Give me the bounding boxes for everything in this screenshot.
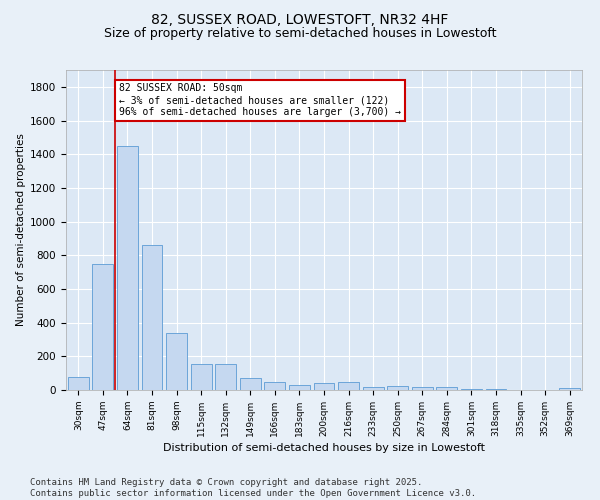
Bar [289, 385, 310, 390]
Bar [461, 389, 482, 390]
Text: 82, SUSSEX ROAD, LOWESTOFT, NR32 4HF: 82, SUSSEX ROAD, LOWESTOFT, NR32 4HF [151, 12, 449, 26]
Bar [362, 386, 383, 390]
Text: Size of property relative to semi-detached houses in Lowestoft: Size of property relative to semi-detach… [104, 28, 496, 40]
X-axis label: Distribution of semi-detached houses by size in Lowestoft: Distribution of semi-detached houses by … [163, 443, 485, 453]
Bar [314, 384, 334, 390]
Bar [68, 378, 89, 390]
Bar [215, 364, 236, 390]
Bar [436, 388, 457, 390]
Y-axis label: Number of semi-detached properties: Number of semi-detached properties [16, 134, 26, 326]
Bar [387, 386, 408, 390]
Bar [142, 245, 163, 390]
Bar [412, 388, 433, 390]
Bar [265, 382, 286, 390]
Bar [240, 378, 261, 390]
Text: Contains HM Land Registry data © Crown copyright and database right 2025.
Contai: Contains HM Land Registry data © Crown c… [30, 478, 476, 498]
Text: 82 SUSSEX ROAD: 50sqm
← 3% of semi-detached houses are smaller (122)
96% of semi: 82 SUSSEX ROAD: 50sqm ← 3% of semi-detac… [119, 84, 401, 116]
Bar [338, 382, 359, 390]
Bar [191, 364, 212, 390]
Bar [92, 264, 113, 390]
Bar [559, 388, 580, 390]
Bar [166, 332, 187, 390]
Bar [117, 146, 138, 390]
